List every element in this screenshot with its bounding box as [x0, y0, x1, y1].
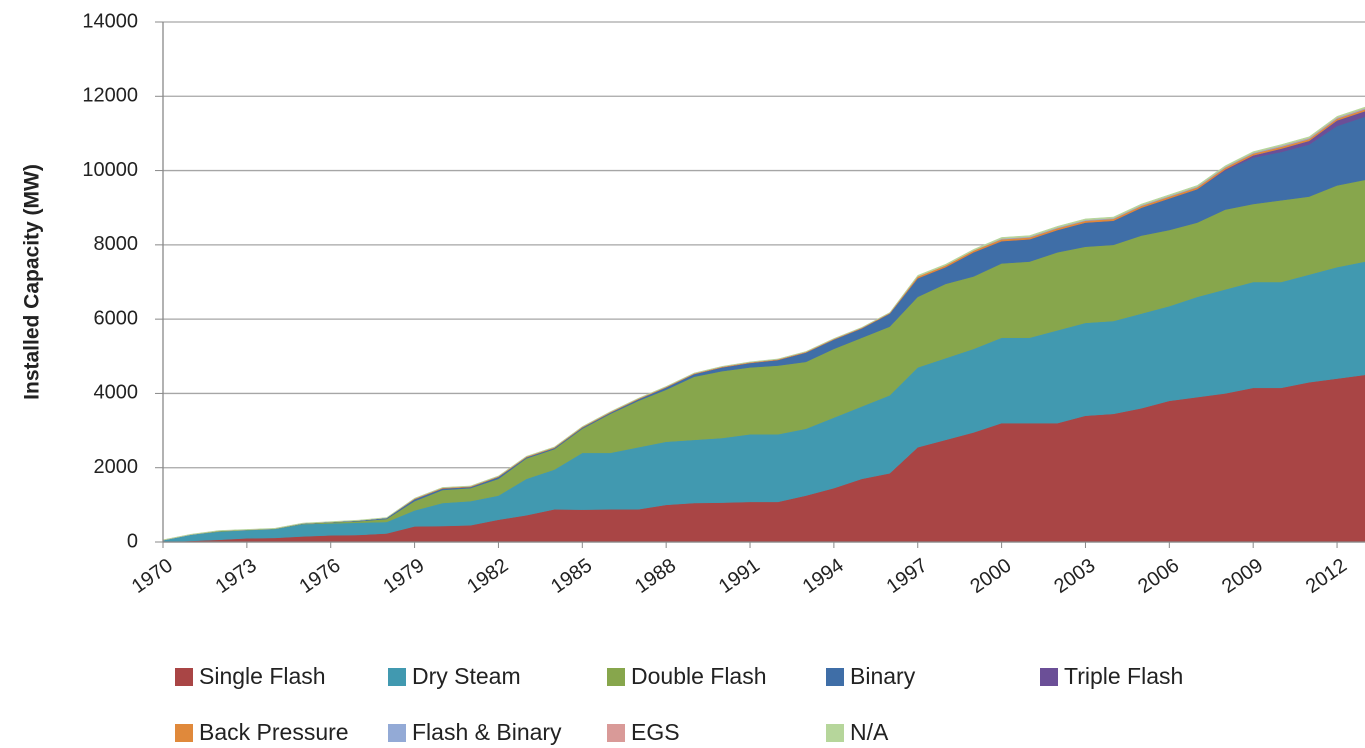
legend-label: Flash & Binary [412, 719, 562, 745]
x-tick-label: 1973 [212, 554, 261, 598]
y-tick-label: 6000 [94, 307, 139, 329]
legend-swatch [826, 724, 844, 742]
x-tick-label: 2006 [1134, 554, 1183, 598]
legend-label: Back Pressure [199, 719, 349, 745]
legend-label: Single Flash [199, 663, 326, 689]
y-tick-label: 0 [127, 530, 138, 552]
x-tick-label: 1997 [883, 554, 932, 598]
legend-swatch [175, 668, 193, 686]
legend-swatch [388, 724, 406, 742]
x-tick-label: 1985 [547, 554, 596, 598]
legend-label: Triple Flash [1064, 663, 1183, 689]
area [162, 106, 1365, 541]
y-tick-label: 10000 [82, 159, 138, 181]
x-tick-label: 1979 [379, 554, 428, 598]
legend-swatch [388, 668, 406, 686]
y-tick-label: 2000 [94, 456, 139, 478]
y-tick-label: 8000 [94, 233, 139, 255]
legend-label: Double Flash [631, 663, 767, 689]
legend-label: Binary [850, 663, 916, 689]
x-tick-label: 1991 [715, 554, 764, 598]
x-tick-label: 2009 [1218, 554, 1267, 598]
y-axis-title: Installed Capacity (MW) [21, 164, 44, 400]
x-tick-label: 1970 [128, 554, 177, 598]
x-tick-label: 2003 [1050, 554, 1099, 598]
x-tick-label: 1982 [463, 554, 512, 598]
x-tick-label: 1976 [296, 554, 345, 598]
legend-swatch [607, 668, 625, 686]
legend-label: EGS [631, 719, 680, 745]
legend-swatch [607, 724, 625, 742]
y-tick-label: 14000 [82, 10, 138, 32]
legend-swatch [175, 724, 193, 742]
x-tick-label: 1988 [631, 554, 680, 598]
y-tick-label: 12000 [82, 85, 138, 107]
x-tick-label: 1994 [799, 554, 848, 598]
legend-swatch [1040, 668, 1058, 686]
legend-label: Dry Steam [412, 663, 521, 689]
x-tick-label: 2012 [1302, 554, 1351, 598]
legend-swatch [826, 668, 844, 686]
x-tick-label: 2000 [966, 554, 1015, 598]
legend-label: N/A [850, 719, 889, 745]
y-tick-label: 4000 [94, 382, 139, 404]
